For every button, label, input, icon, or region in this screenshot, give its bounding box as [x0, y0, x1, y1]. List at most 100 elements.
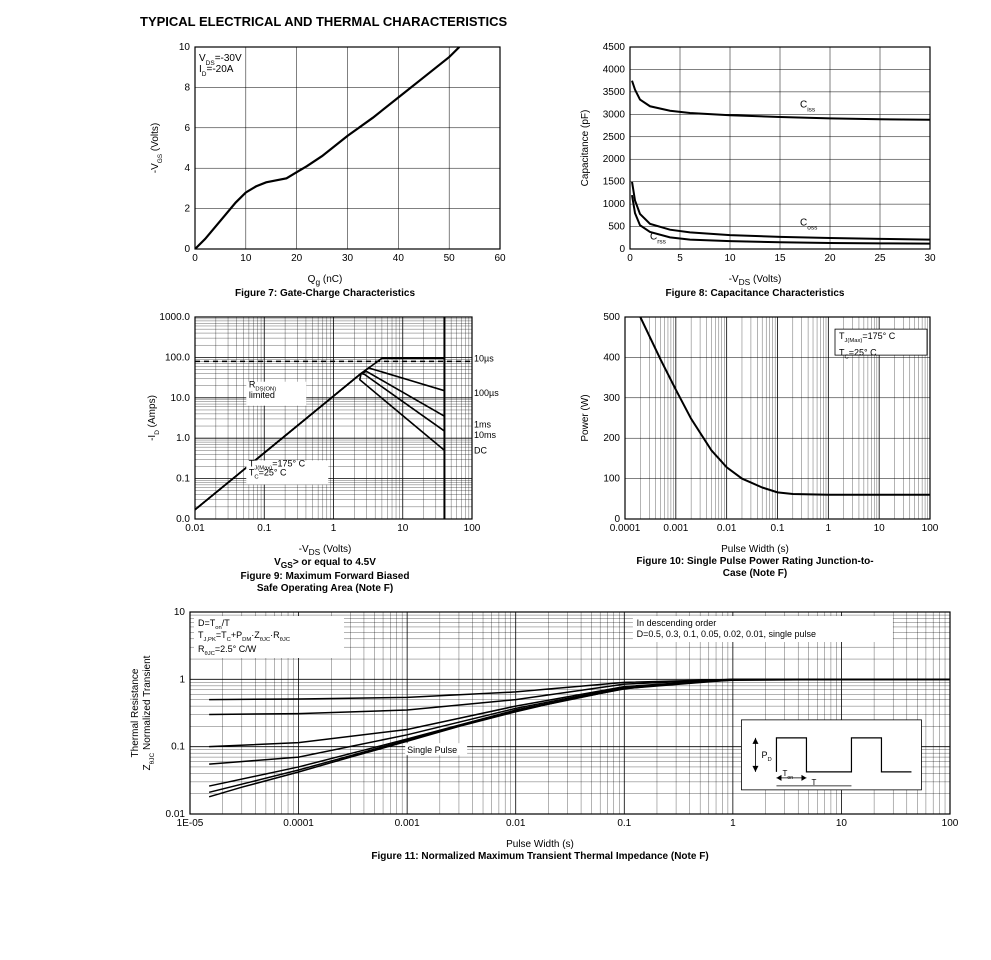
- svg-text:0.01: 0.01: [506, 818, 526, 829]
- svg-text:1000.0: 1000.0: [159, 312, 190, 323]
- svg-text:1: 1: [331, 523, 337, 534]
- fig8-xlabel: -VDS (Volts): [550, 274, 960, 287]
- svg-text:1ms: 1ms: [474, 419, 492, 429]
- svg-text:6: 6: [184, 123, 190, 134]
- svg-text:400: 400: [603, 352, 620, 363]
- svg-text:0.1: 0.1: [257, 523, 271, 534]
- fig11-xlabel: Pulse Width (s): [120, 839, 960, 850]
- svg-text:In descending order: In descending order: [637, 618, 717, 628]
- svg-text:2000: 2000: [603, 154, 626, 165]
- fig10-xlabel: Pulse Width (s): [550, 544, 960, 555]
- svg-text:10: 10: [240, 253, 252, 264]
- svg-text:4500: 4500: [603, 42, 626, 53]
- svg-text:300: 300: [603, 393, 620, 404]
- svg-text:ZθJC Normalized Transient: ZθJC Normalized Transient: [142, 655, 156, 770]
- svg-text:1000: 1000: [603, 199, 626, 210]
- svg-text:25: 25: [874, 253, 886, 264]
- svg-text:0.1: 0.1: [176, 474, 190, 485]
- fig10-caption-1: Figure 10: Single Pulse Power Rating Jun…: [550, 556, 960, 567]
- svg-text:100.0: 100.0: [165, 352, 190, 363]
- fig8-caption: Figure 8: Capacitance Characteristics: [550, 288, 960, 299]
- svg-text:2: 2: [184, 204, 190, 215]
- svg-text:100: 100: [922, 523, 939, 534]
- svg-text:500: 500: [608, 222, 625, 233]
- svg-text:DC: DC: [474, 445, 487, 455]
- svg-text:1: 1: [179, 674, 185, 685]
- svg-text:10: 10: [724, 253, 736, 264]
- svg-text:20: 20: [824, 253, 836, 264]
- svg-text:3500: 3500: [603, 87, 626, 98]
- svg-text:limited: limited: [249, 390, 275, 400]
- svg-text:ID=-20A: ID=-20A: [199, 64, 234, 78]
- svg-text:Thermal Resistance: Thermal Resistance: [130, 668, 141, 757]
- svg-text:-VGS (Volts): -VGS (Volts): [150, 123, 164, 174]
- svg-text:1: 1: [730, 818, 736, 829]
- svg-text:5: 5: [677, 253, 683, 264]
- svg-text:D=0.5, 0.3, 0.1, 0.05, 0.02, 0: D=0.5, 0.3, 0.1, 0.05, 0.02, 0.01, singl…: [637, 629, 816, 639]
- svg-text:1500: 1500: [603, 177, 626, 188]
- svg-text:15: 15: [774, 253, 786, 264]
- svg-text:Single Pulse: Single Pulse: [407, 745, 457, 755]
- svg-text:0.001: 0.001: [663, 523, 688, 534]
- svg-text:0.0001: 0.0001: [283, 818, 314, 829]
- svg-text:2500: 2500: [603, 132, 626, 143]
- figure-11-cell: 1E-050.00010.0010.010.11101000.010.1110D…: [120, 604, 960, 862]
- svg-text:10: 10: [397, 523, 409, 534]
- figure-9-chart: 0.010.11101000.00.11.010.0100.01000.010µ…: [140, 309, 510, 539]
- svg-text:0: 0: [614, 514, 620, 525]
- svg-text:3000: 3000: [603, 109, 626, 120]
- svg-text:4000: 4000: [603, 64, 626, 75]
- figure-7-chart: 01020304050600246810-VGS (Volts)VDS=-30V…: [140, 39, 510, 269]
- svg-text:-ID (Amps): -ID (Amps): [147, 395, 161, 441]
- svg-text:100µs: 100µs: [474, 388, 499, 398]
- fig9-caption-2: Safe Operating Area (Note F): [120, 583, 530, 594]
- svg-text:0.001: 0.001: [395, 818, 420, 829]
- figure-7-cell: 01020304050600246810-VGS (Volts)VDS=-30V…: [120, 39, 530, 299]
- svg-text:Capacitance (pF): Capacitance (pF): [580, 110, 591, 187]
- figure-8-chart: 0510152025300500100015002000250030003500…: [570, 39, 940, 269]
- svg-text:30: 30: [342, 253, 354, 264]
- svg-text:10.0: 10.0: [171, 393, 191, 404]
- svg-text:0.1: 0.1: [171, 742, 185, 753]
- svg-text:0.1: 0.1: [617, 818, 631, 829]
- svg-text:0.0: 0.0: [176, 514, 190, 525]
- svg-text:Power (W): Power (W): [580, 394, 591, 441]
- figure-10-cell: 0.00010.0010.010.11101000100200300400500…: [550, 309, 960, 594]
- svg-text:10: 10: [874, 523, 886, 534]
- svg-text:50: 50: [444, 253, 456, 264]
- svg-text:0: 0: [184, 244, 190, 255]
- fig7-xlabel: Qg (nC): [120, 274, 530, 287]
- svg-text:Ciss: Ciss: [800, 100, 816, 114]
- fig7-caption: Figure 7: Gate-Charge Characteristics: [120, 288, 530, 299]
- figure-11-chart: 1E-050.00010.0010.010.11101000.010.1110D…: [120, 604, 960, 834]
- svg-text:1: 1: [826, 523, 832, 534]
- svg-text:100: 100: [942, 818, 959, 829]
- svg-text:200: 200: [603, 433, 620, 444]
- svg-text:10: 10: [836, 818, 848, 829]
- svg-text:10: 10: [179, 42, 191, 53]
- svg-text:10µs: 10µs: [474, 353, 494, 363]
- page-title: TYPICAL ELECTRICAL AND THERMAL CHARACTER…: [140, 14, 981, 29]
- svg-text:10ms: 10ms: [474, 430, 497, 440]
- figure-10-chart: 0.00010.0010.010.11101000100200300400500…: [570, 309, 940, 539]
- svg-text:40: 40: [393, 253, 405, 264]
- svg-text:500: 500: [603, 312, 620, 323]
- svg-text:0.01: 0.01: [717, 523, 737, 534]
- figure-9-cell: 0.010.11101000.00.11.010.0100.01000.010µ…: [120, 309, 530, 594]
- svg-text:T: T: [811, 778, 816, 787]
- svg-text:30: 30: [924, 253, 936, 264]
- fig9-xlabel: -VDS (Volts): [120, 544, 530, 557]
- fig11-caption: Figure 11: Normalized Maximum Transient …: [120, 851, 960, 862]
- svg-text:60: 60: [494, 253, 506, 264]
- svg-text:20: 20: [291, 253, 303, 264]
- fig9-caption-1: Figure 9: Maximum Forward Biased: [120, 571, 530, 582]
- svg-text:100: 100: [603, 474, 620, 485]
- svg-text:0: 0: [619, 244, 625, 255]
- svg-text:100: 100: [464, 523, 481, 534]
- svg-text:0: 0: [192, 253, 198, 264]
- fig9-note: VGS> or equal to 4.5V: [120, 557, 530, 570]
- svg-text:10: 10: [174, 607, 186, 618]
- svg-text:0.1: 0.1: [771, 523, 785, 534]
- svg-text:1.0: 1.0: [176, 433, 190, 444]
- svg-text:8: 8: [184, 82, 190, 93]
